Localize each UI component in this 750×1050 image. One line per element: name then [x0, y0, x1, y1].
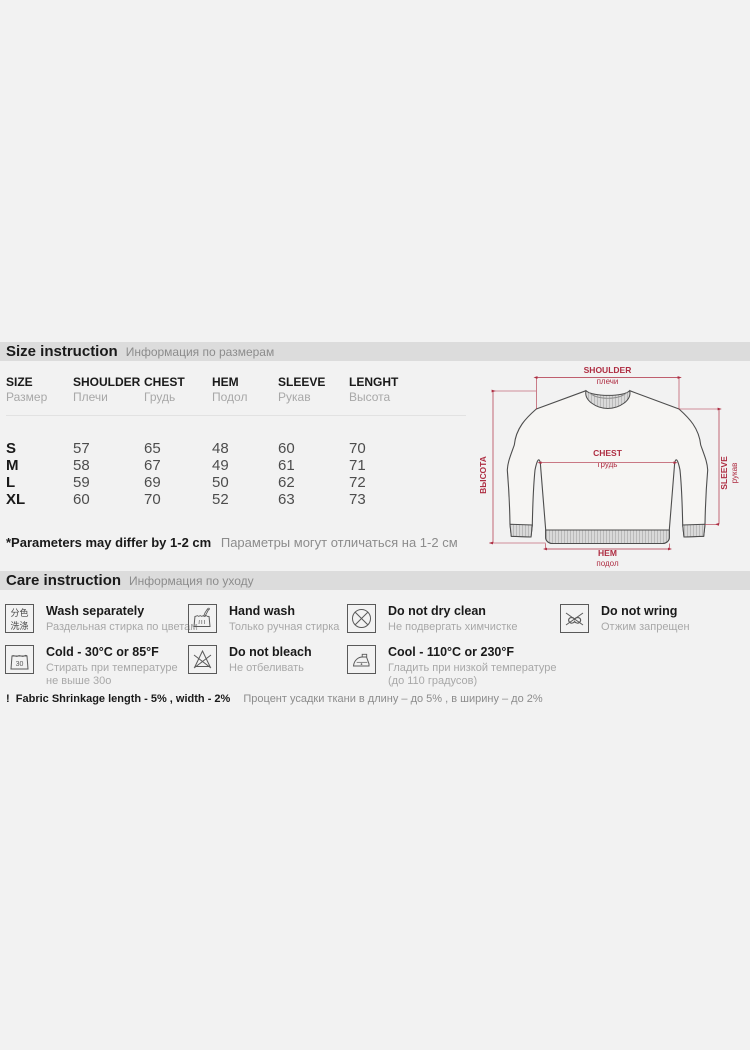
svg-text:ВЫСОТА: ВЫСОТА: [480, 456, 488, 494]
svg-text:30: 30: [16, 661, 24, 668]
svg-text:CHEST: CHEST: [593, 448, 623, 458]
svg-text:грудь: грудь: [598, 460, 618, 469]
svg-text:плечи: плечи: [597, 377, 619, 386]
svg-text:подол: подол: [596, 559, 619, 568]
svg-text:SLEEVE: SLEEVE: [719, 456, 729, 490]
svg-text:HEM: HEM: [598, 548, 617, 558]
svg-text:SHOULDER: SHOULDER: [584, 365, 632, 375]
svg-text:рукав: рукав: [730, 463, 739, 484]
